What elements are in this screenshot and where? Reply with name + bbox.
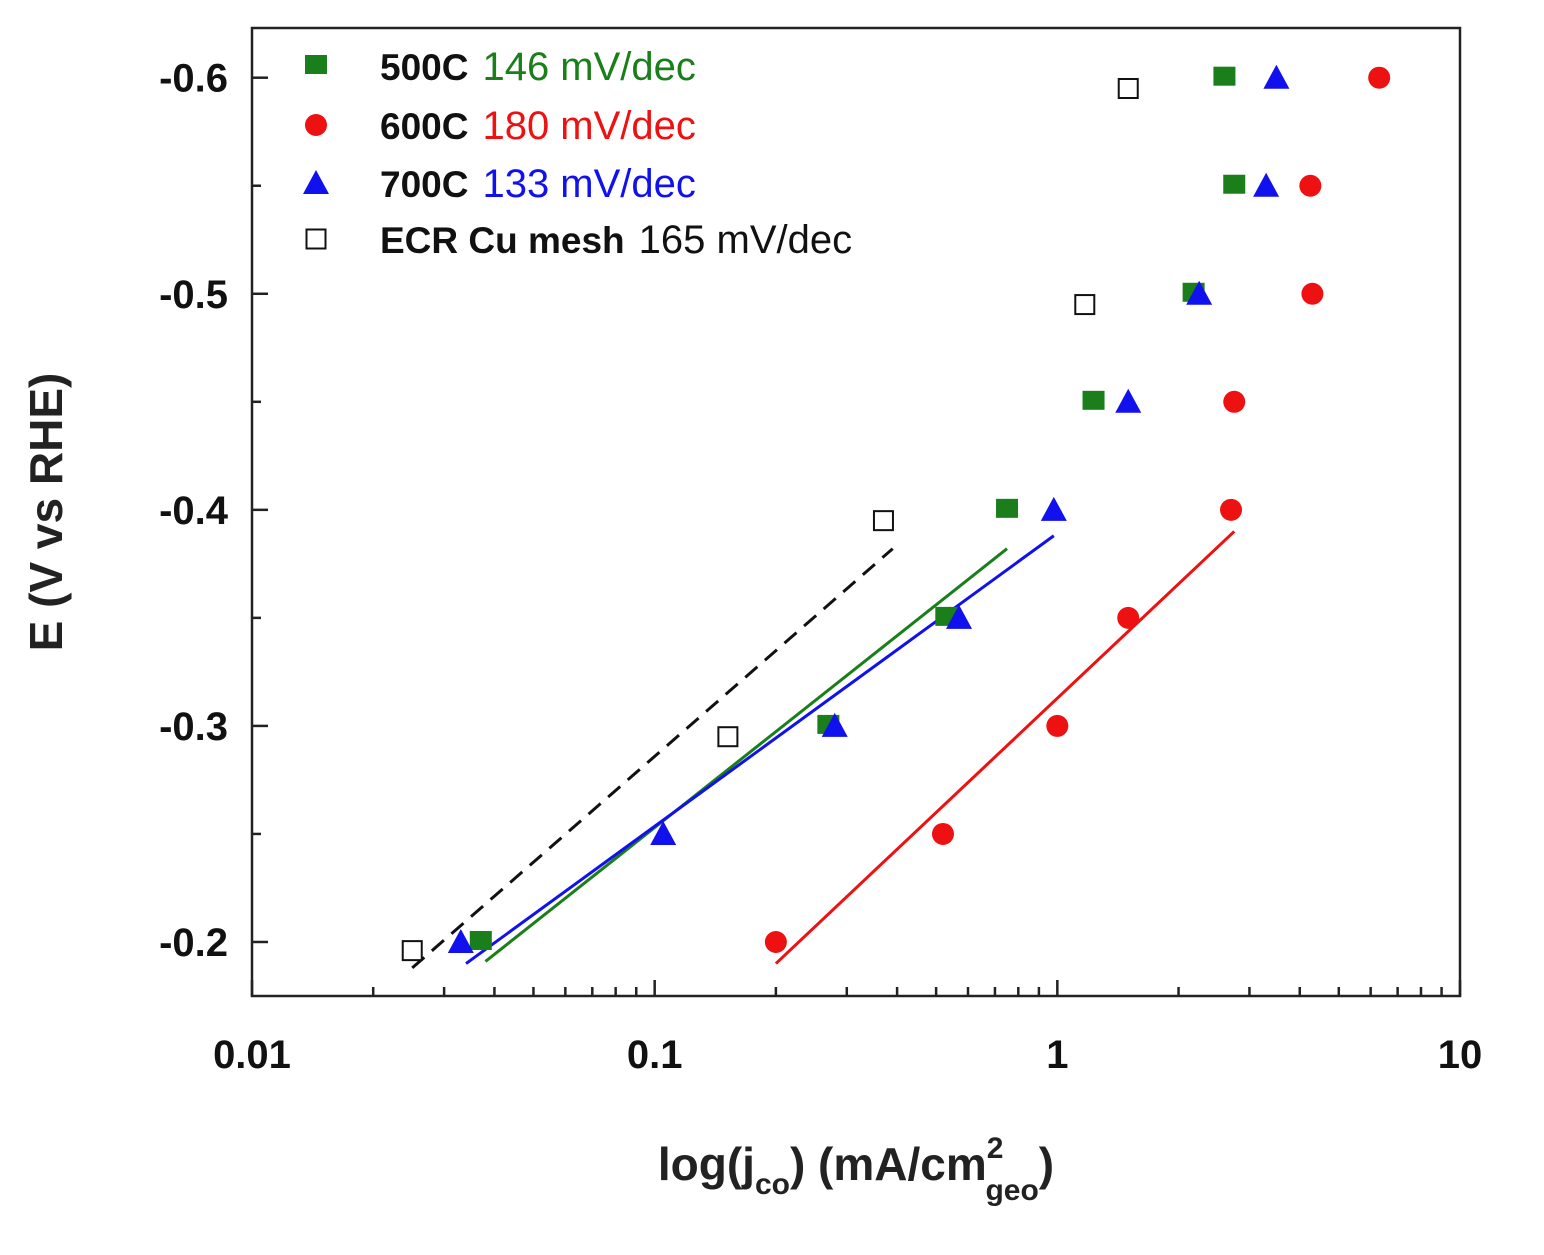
y-axis-ticks: -0.2 -0.3 -0.4 -0.5 -0.6	[159, 57, 268, 965]
data-point	[872, 510, 894, 532]
x-axis-title-superscript: 2	[987, 1132, 1004, 1165]
x-tick-label: 0.01	[213, 1033, 291, 1077]
legend-marker	[305, 114, 327, 136]
y-tick-label: -0.6	[159, 57, 228, 101]
y-axis-title: E (V vs RHE)	[20, 373, 72, 652]
data-point	[447, 928, 474, 953]
y-tick-label: -0.5	[159, 273, 228, 317]
legend-series-slope: 133 mV/dec	[482, 162, 695, 206]
legend-series-name: 500C	[380, 47, 468, 88]
data-point	[996, 498, 1019, 518]
legend-series-slope: 146 mV/dec	[482, 45, 695, 89]
data-point	[1253, 172, 1280, 197]
y-tick-label: -0.4	[159, 489, 229, 533]
y-tick-label: -0.3	[159, 705, 228, 749]
x-tick-label: 1	[1046, 1033, 1068, 1077]
legend-series-name: 600C	[380, 106, 468, 147]
data-point	[1115, 388, 1142, 413]
data-point	[1223, 174, 1246, 194]
data-point	[1223, 390, 1246, 413]
data-point	[946, 604, 973, 629]
x-tick-label: 0.1	[627, 1033, 683, 1077]
y-tick-label: -0.2	[159, 921, 228, 965]
legend-series-slope: 165 mV/dec	[639, 218, 852, 262]
legend-entry: ECR Cu mesh 165 mV/dec	[380, 218, 852, 262]
legend-series-name: ECR Cu mesh	[380, 220, 625, 261]
data-point	[1299, 174, 1322, 197]
legend: 500C 146 mV/dec 600C 180 mV/dec 700C 133 mV/d…	[303, 45, 852, 262]
data-point	[764, 930, 787, 953]
data-point	[1117, 606, 1140, 629]
data-point	[1368, 66, 1391, 89]
legend-entry: 600C 180 mV/dec	[380, 104, 696, 148]
legend-marker	[303, 170, 329, 194]
data-point	[1082, 390, 1105, 410]
data-point	[1074, 294, 1096, 316]
x-axis-title: log(jco) (mA/cm2 geo)	[658, 1132, 1054, 1207]
x-axis-title-mid: ) (mA/cm	[790, 1138, 987, 1190]
data-point	[821, 712, 848, 737]
x-axis-title-main: log(j	[658, 1138, 755, 1190]
fit-line	[411, 547, 894, 970]
data-point	[1213, 66, 1236, 86]
data-point	[1117, 78, 1139, 99]
legend-marker	[305, 55, 327, 74]
data-point	[469, 930, 492, 950]
data-point	[401, 940, 423, 962]
data-point	[1040, 496, 1067, 521]
data-point	[650, 820, 677, 845]
data-point	[1301, 282, 1324, 305]
data-points	[401, 64, 1391, 962]
data-point	[1263, 64, 1290, 89]
fit-lines	[411, 530, 1236, 970]
data-point	[1046, 714, 1069, 737]
x-tick-label: 10	[1438, 1033, 1483, 1077]
x-axis-title-subscript-geo: geo	[985, 1174, 1038, 1207]
legend-series-name: 700C	[380, 164, 468, 205]
data-point	[931, 822, 954, 845]
x-axis-title-subscript: co	[755, 1168, 790, 1201]
plot-frame	[250, 26, 1462, 998]
legend-entry: 700C 133 mV/dec	[380, 162, 696, 206]
x-axis-title-end: )	[1039, 1138, 1054, 1190]
data-point	[717, 726, 739, 748]
legend-series-slope: 180 mV/dec	[482, 104, 695, 148]
fit-line	[774, 530, 1236, 965]
data-point	[1220, 498, 1243, 521]
legend-marker	[305, 228, 327, 250]
fit-line	[465, 534, 1055, 965]
x-axis-ticks: 0.01 0.1 1 10	[213, 980, 1482, 1077]
legend-entry: 500C 146 mV/dec	[380, 45, 696, 89]
fit-line	[484, 547, 1008, 963]
data-point	[1186, 280, 1213, 305]
